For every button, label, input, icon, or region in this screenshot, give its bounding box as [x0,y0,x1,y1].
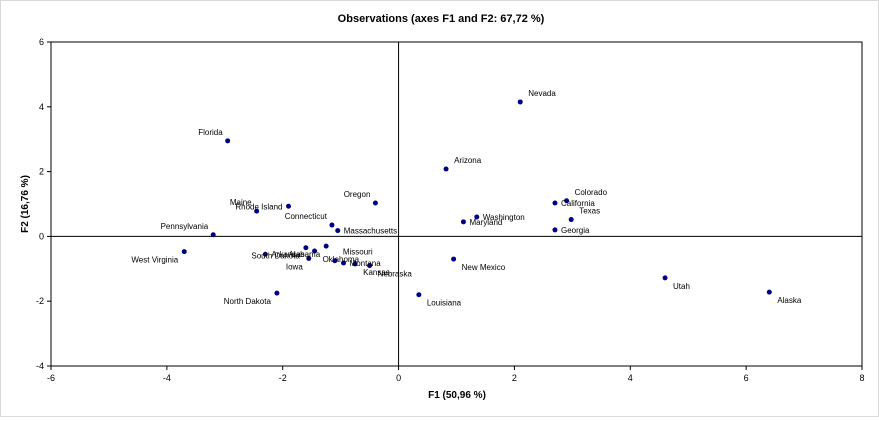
data-point [352,261,358,267]
y-tick-label: -4 [36,361,44,371]
x-tick-label: -4 [163,373,171,383]
x-tick-label: 6 [744,373,749,383]
y-axis-label: F2 (16,76 %) [20,175,31,233]
data-point [766,289,772,295]
data-label: Alaska [777,296,802,305]
data-point [262,251,268,257]
data-labels: Nevada Florida Arizona California Colorado Rh… [131,89,801,308]
data-label: Nebraska [378,270,413,279]
x-tick-label: -2 [279,373,287,383]
data-label: Rhode Island [235,202,282,211]
x-tick-label: 2 [512,373,517,383]
y-tick-label: -2 [36,296,44,306]
data-point [552,200,558,206]
data-label: Arkansas [271,250,304,259]
data-label: Texas [579,207,600,216]
data-point [332,258,338,264]
data-point [341,260,347,266]
plot-area [50,41,863,367]
data-label: Maine [230,198,252,207]
data-points [181,99,772,298]
data-label: Arizona [454,156,482,165]
data-label: Montana [350,259,382,268]
data-label: Washington [483,213,525,222]
data-label: Iowa [286,262,303,271]
data-label: Missouri [343,248,373,257]
x-tick-label: 4 [628,373,633,383]
x-axis-label: F1 (50,96 %) [428,390,486,401]
data-label: New Mexico [462,263,506,272]
data-point [372,200,378,206]
data-point [367,263,373,269]
data-point [460,219,466,225]
data-point [254,208,260,214]
data-point [474,214,480,220]
data-point [564,198,570,204]
x-tick-label: 0 [396,373,401,383]
data-label: Nevada [528,89,556,98]
data-point [662,275,668,281]
data-point [329,222,335,228]
data-label: Colorado [575,188,608,197]
data-label: Georgia [561,226,590,235]
data-label: South Dakota [251,252,300,261]
data-point [323,243,329,249]
data-label: North Dakota [224,297,272,306]
data-label: Connecticut [285,212,328,221]
data-label: Louisiana [427,299,462,308]
data-label: Oregon [344,190,371,199]
data-point [303,245,309,251]
data-point [306,255,312,261]
y-tick-label: 6 [39,37,44,47]
data-point [225,138,231,144]
data-label: Pennsylvania [161,222,209,231]
y-tick-label: 2 [39,167,44,177]
data-label: California [561,199,595,208]
y-tick-label: 0 [39,231,44,241]
chart-title: Observations (axes F1 and F2: 67,72 %) [338,13,545,25]
data-label: Kansas [363,268,390,277]
data-point [568,217,574,223]
axes-group [51,42,862,366]
data-point [286,203,292,209]
data-point [210,232,216,238]
data-point [181,249,187,255]
data-point [451,256,457,262]
data-label: Alabama [289,250,321,259]
data-label: Florida [198,128,223,137]
y-tick-label: 4 [39,102,44,112]
data-point [443,166,449,172]
x-tick-label: -6 [47,373,55,383]
x-tick-label: 8 [859,373,864,383]
data-label: Maryland [469,218,502,227]
data-label: Massachusetts [344,227,397,236]
data-point [312,248,318,254]
data-label: Utah [673,282,690,291]
data-label: Oklahoma [323,255,360,264]
data-point [416,292,422,298]
data-point [517,99,523,105]
data-label: West Virginia [131,256,178,265]
data-point [552,227,558,233]
data-point [335,228,341,234]
data-point [274,290,280,296]
